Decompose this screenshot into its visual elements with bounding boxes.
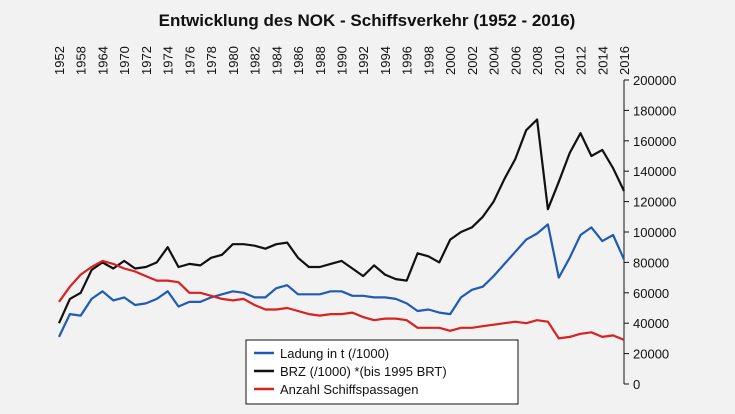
y-tick-label: 40000 xyxy=(633,316,669,331)
x-tick-label: 2002 xyxy=(465,46,480,75)
y-tick-label: 140000 xyxy=(633,164,676,179)
series-line-3 xyxy=(58,259,625,341)
x-tick-label: 1986 xyxy=(291,46,306,75)
y-tick-label: 200000 xyxy=(633,73,676,88)
x-tick-label: 1972 xyxy=(139,46,154,75)
x-tick-label: 1978 xyxy=(204,46,219,75)
legend-box xyxy=(245,339,519,405)
x-tick-label: 1980 xyxy=(226,46,241,75)
y-tick-label: 80000 xyxy=(633,255,669,270)
x-tick-label: 1994 xyxy=(378,46,393,75)
x-tick-label: 1988 xyxy=(313,46,328,75)
x-tick-label: 1990 xyxy=(335,46,350,75)
y-tick-label: 160000 xyxy=(633,134,676,149)
y-tick-label: 20000 xyxy=(633,347,669,362)
x-tick-label: 2006 xyxy=(508,46,523,75)
x-tick-label: 1964 xyxy=(95,46,110,75)
y-tick-label: 100000 xyxy=(633,225,676,240)
x-tick-label: 2004 xyxy=(487,46,502,75)
y-tick-label: 60000 xyxy=(633,286,669,301)
x-tick-label: 2016 xyxy=(617,46,632,75)
legend-label-1: Ladung in t (/1000) xyxy=(280,346,389,361)
x-tick-label: 1958 xyxy=(74,46,89,75)
x-tick-label: 1984 xyxy=(269,46,284,75)
legend-label-2: BRZ (/1000) *(bis 1995 BRT) xyxy=(280,364,447,379)
chart-title: Entwicklung des NOK - Schiffsverkehr (19… xyxy=(159,11,576,30)
x-tick-label: 2010 xyxy=(552,46,567,75)
series-line-2 xyxy=(57,118,625,324)
y-tick-label: 0 xyxy=(633,377,640,392)
x-tick-label: 1998 xyxy=(421,46,436,75)
x-tick-label: 2000 xyxy=(443,46,458,75)
x-tick-label: 2012 xyxy=(574,46,589,75)
x-tick-label: 1996 xyxy=(400,46,415,75)
x-tick-label: 1982 xyxy=(248,46,263,75)
x-tick-label: 1970 xyxy=(117,46,132,75)
x-tick-label: 1952 xyxy=(52,46,67,75)
x-tick-label: 1992 xyxy=(356,46,371,75)
x-tick-label: 1976 xyxy=(182,46,197,75)
series-line-1 xyxy=(58,223,626,338)
y-tick-label: 180000 xyxy=(633,103,676,118)
legend-label-3: Anzahl Schiffspassagen xyxy=(280,382,419,397)
x-tick-label: 1974 xyxy=(161,46,176,75)
x-tick-label: 2014 xyxy=(595,46,610,75)
y-tick-label: 120000 xyxy=(633,195,676,210)
x-tick-label: 2008 xyxy=(530,46,545,75)
